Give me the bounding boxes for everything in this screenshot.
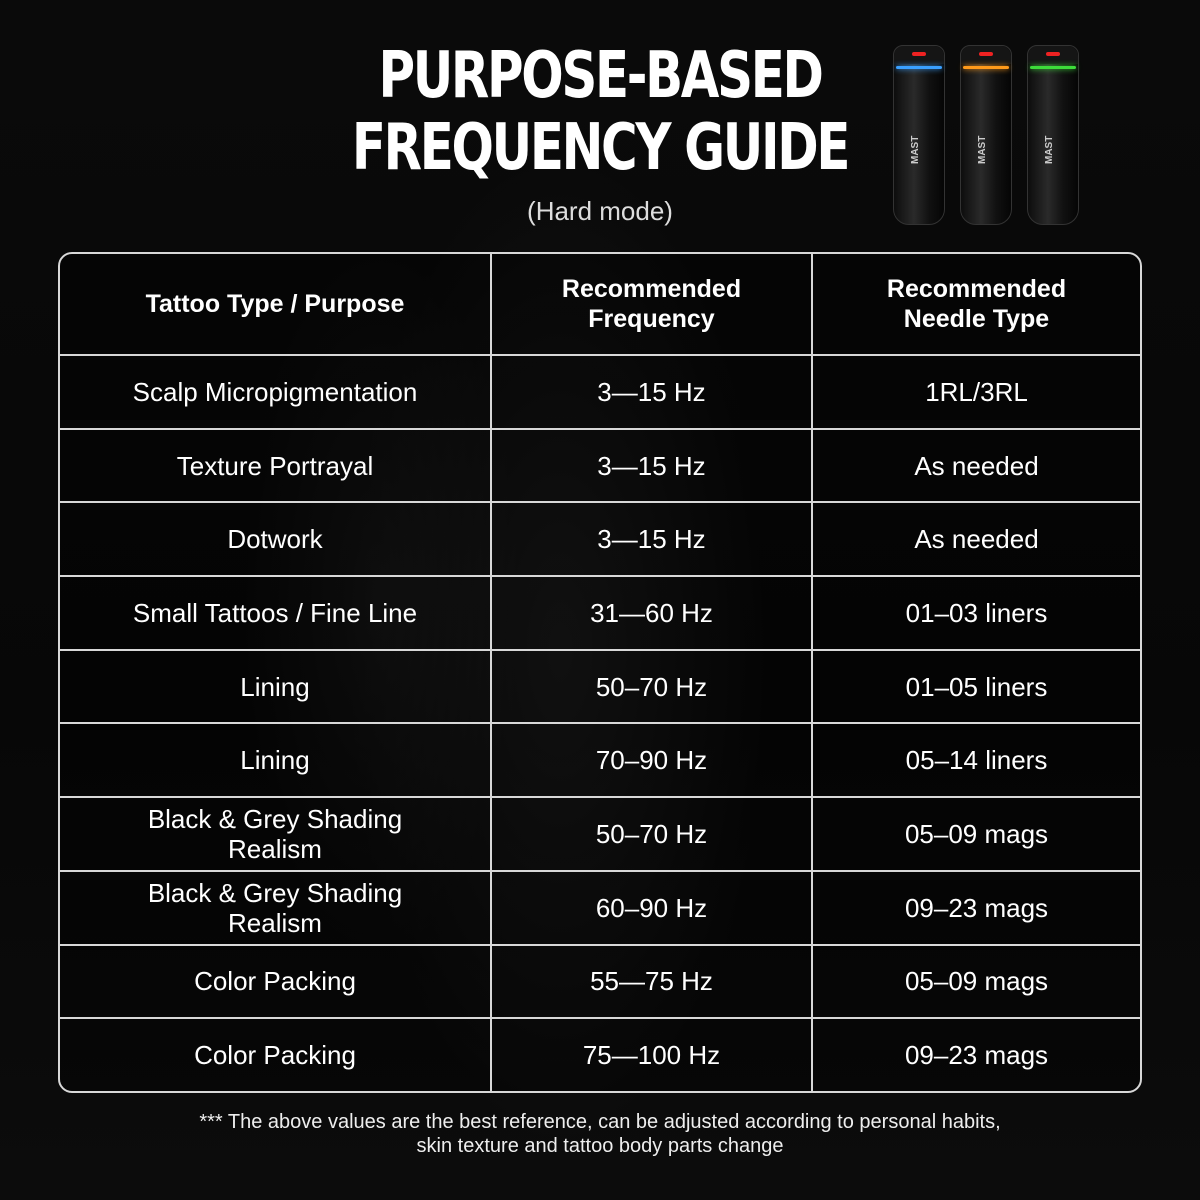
table-row: Lining 70–90 Hz 05–14 liners bbox=[60, 724, 1140, 799]
title-line-2: FREQUENCY GUIDE bbox=[351, 111, 851, 185]
cell-frequency: 3—15 Hz bbox=[492, 503, 813, 578]
title-line-1: PURPOSE-BASED bbox=[378, 39, 823, 113]
column-header-type: Tattoo Type / Purpose bbox=[60, 254, 492, 356]
cell-needle: 09–23 mags bbox=[813, 1019, 1140, 1091]
cell-type: Lining bbox=[60, 650, 492, 725]
cell-type: Dotwork bbox=[60, 503, 492, 578]
table-row: Texture Portrayal 3—15 Hz As needed bbox=[60, 429, 1140, 504]
cell-type: Color Packing bbox=[60, 1019, 492, 1091]
cell-frequency: 55—75 Hz bbox=[492, 945, 813, 1020]
footnote: *** The above values are the best refere… bbox=[199, 1111, 1001, 1157]
cell-needle: As needed bbox=[813, 429, 1140, 504]
table-header-row: Tattoo Type / Purpose Recommended Freque… bbox=[60, 254, 1140, 356]
cell-type: Small Tattoos / Fine Line bbox=[60, 577, 492, 651]
cell-frequency: 50–70 Hz bbox=[492, 798, 813, 872]
cell-type: Scalp Micropigmentation bbox=[60, 356, 492, 430]
cell-frequency: 3—15 Hz bbox=[492, 356, 813, 430]
cell-needle: 05–09 mags bbox=[813, 798, 1140, 872]
pen-light-ring bbox=[1030, 66, 1076, 69]
cell-needle: 05–14 liners bbox=[813, 724, 1140, 799]
cell-frequency: 31—60 Hz bbox=[492, 577, 813, 651]
table-row: Dotwork 3—15 Hz As needed bbox=[60, 503, 1140, 578]
column-header-needle: Recommended Needle Type bbox=[813, 254, 1140, 356]
cell-frequency: 70–90 Hz bbox=[492, 724, 813, 799]
cell-needle: 1RL/3RL bbox=[813, 356, 1140, 430]
table-row: Color Packing 75—100 Hz 09–23 mags bbox=[60, 1019, 1140, 1091]
cell-type: Texture Portrayal bbox=[60, 429, 492, 504]
pen-led bbox=[979, 52, 993, 56]
cell-type: Black & Grey Shading Realism bbox=[60, 798, 492, 872]
table-row: Color Packing 55—75 Hz 05–09 mags bbox=[60, 945, 1140, 1020]
tattoo-pen: MAST bbox=[960, 45, 1012, 225]
cell-needle: 05–09 mags bbox=[813, 945, 1140, 1020]
pen-light-ring bbox=[963, 66, 1009, 69]
frequency-table: Tattoo Type / Purpose Recommended Freque… bbox=[58, 252, 1142, 1093]
subtitle: (Hard mode) bbox=[527, 196, 673, 226]
table-row: Black & Grey Shading Realism 50–70 Hz 05–09… bbox=[60, 798, 1140, 872]
brand-logo: MAST bbox=[977, 135, 988, 164]
cell-frequency: 50–70 Hz bbox=[492, 650, 813, 725]
cell-type: Color Packing bbox=[60, 945, 492, 1020]
table-row: Black & Grey Shading Realism 60–90 Hz 09–23… bbox=[60, 871, 1140, 946]
cell-frequency: 3—15 Hz bbox=[492, 429, 813, 504]
table-row: Lining 50–70 Hz 01–05 liners bbox=[60, 650, 1140, 725]
pen-light-ring bbox=[896, 66, 942, 69]
cell-frequency: 75—100 Hz bbox=[492, 1019, 813, 1091]
table-row: Scalp Micropigmentation 3—15 Hz 1RL/3RL bbox=[60, 356, 1140, 430]
page-title: PURPOSE-BASED FREQUENCY GUIDE bbox=[288, 40, 912, 184]
cell-needle: As needed bbox=[813, 503, 1140, 578]
tattoo-pen: MAST bbox=[1027, 45, 1079, 225]
tattoo-pen: MAST bbox=[893, 45, 945, 225]
cell-needle: 01–05 liners bbox=[813, 650, 1140, 725]
pen-led bbox=[912, 52, 926, 56]
cell-type: Lining bbox=[60, 724, 492, 799]
table-row: Small Tattoos / Fine Line 31—60 Hz 01–03 l… bbox=[60, 577, 1140, 651]
cell-frequency: 60–90 Hz bbox=[492, 871, 813, 946]
pen-led bbox=[1046, 52, 1060, 56]
cell-needle: 09–23 mags bbox=[813, 871, 1140, 946]
brand-logo: MAST bbox=[1044, 135, 1055, 164]
cell-type: Black & Grey Shading Realism bbox=[60, 871, 492, 946]
product-image: MAST MAST MAST bbox=[893, 45, 1079, 225]
brand-logo: MAST bbox=[910, 135, 921, 164]
cell-needle: 01–03 liners bbox=[813, 577, 1140, 651]
column-header-frequency: Recommended Frequency bbox=[492, 254, 813, 356]
